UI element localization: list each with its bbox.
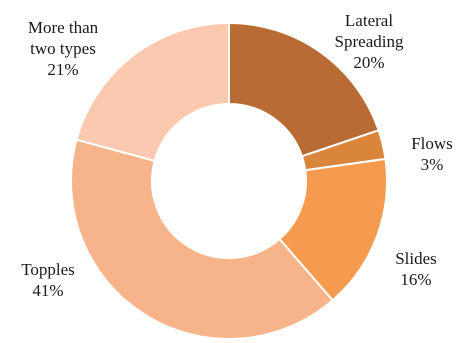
label-flows: Flows 3% [411, 134, 453, 174]
donut-slices [70, 21, 388, 340]
slice-name-line: two types [30, 39, 96, 58]
slice-labels: Lateral Spreading 20% Flows 3% Slides 16% Toppl… [21, 11, 453, 300]
slice-percent: 20% [353, 53, 384, 72]
slice-name-line: Lateral [345, 11, 393, 30]
slice-percent: 16% [400, 270, 431, 289]
slice-percent: 21% [47, 60, 78, 79]
label-lateral-spreading: Lateral Spreading 20% [335, 11, 404, 72]
slice-percent: 3% [421, 155, 444, 174]
slice-name-line: Flows [411, 134, 453, 153]
slice-slides [278, 157, 388, 302]
slice-more-than-two-types [75, 21, 230, 163]
slice-name-line: More than [28, 18, 99, 37]
label-topples: Topples 41% [21, 260, 75, 300]
label-more-than-two-types: More than two types 21% [28, 18, 99, 79]
slice-name-line: Slides [395, 249, 437, 268]
slice-name-line: Spreading [335, 32, 404, 51]
slice-topples [70, 138, 335, 340]
slice-percent: 41% [32, 281, 63, 300]
slice-name-line: Topples [21, 260, 75, 279]
label-slides: Slides 16% [395, 249, 437, 289]
slice-lateral-spreading [228, 21, 380, 158]
